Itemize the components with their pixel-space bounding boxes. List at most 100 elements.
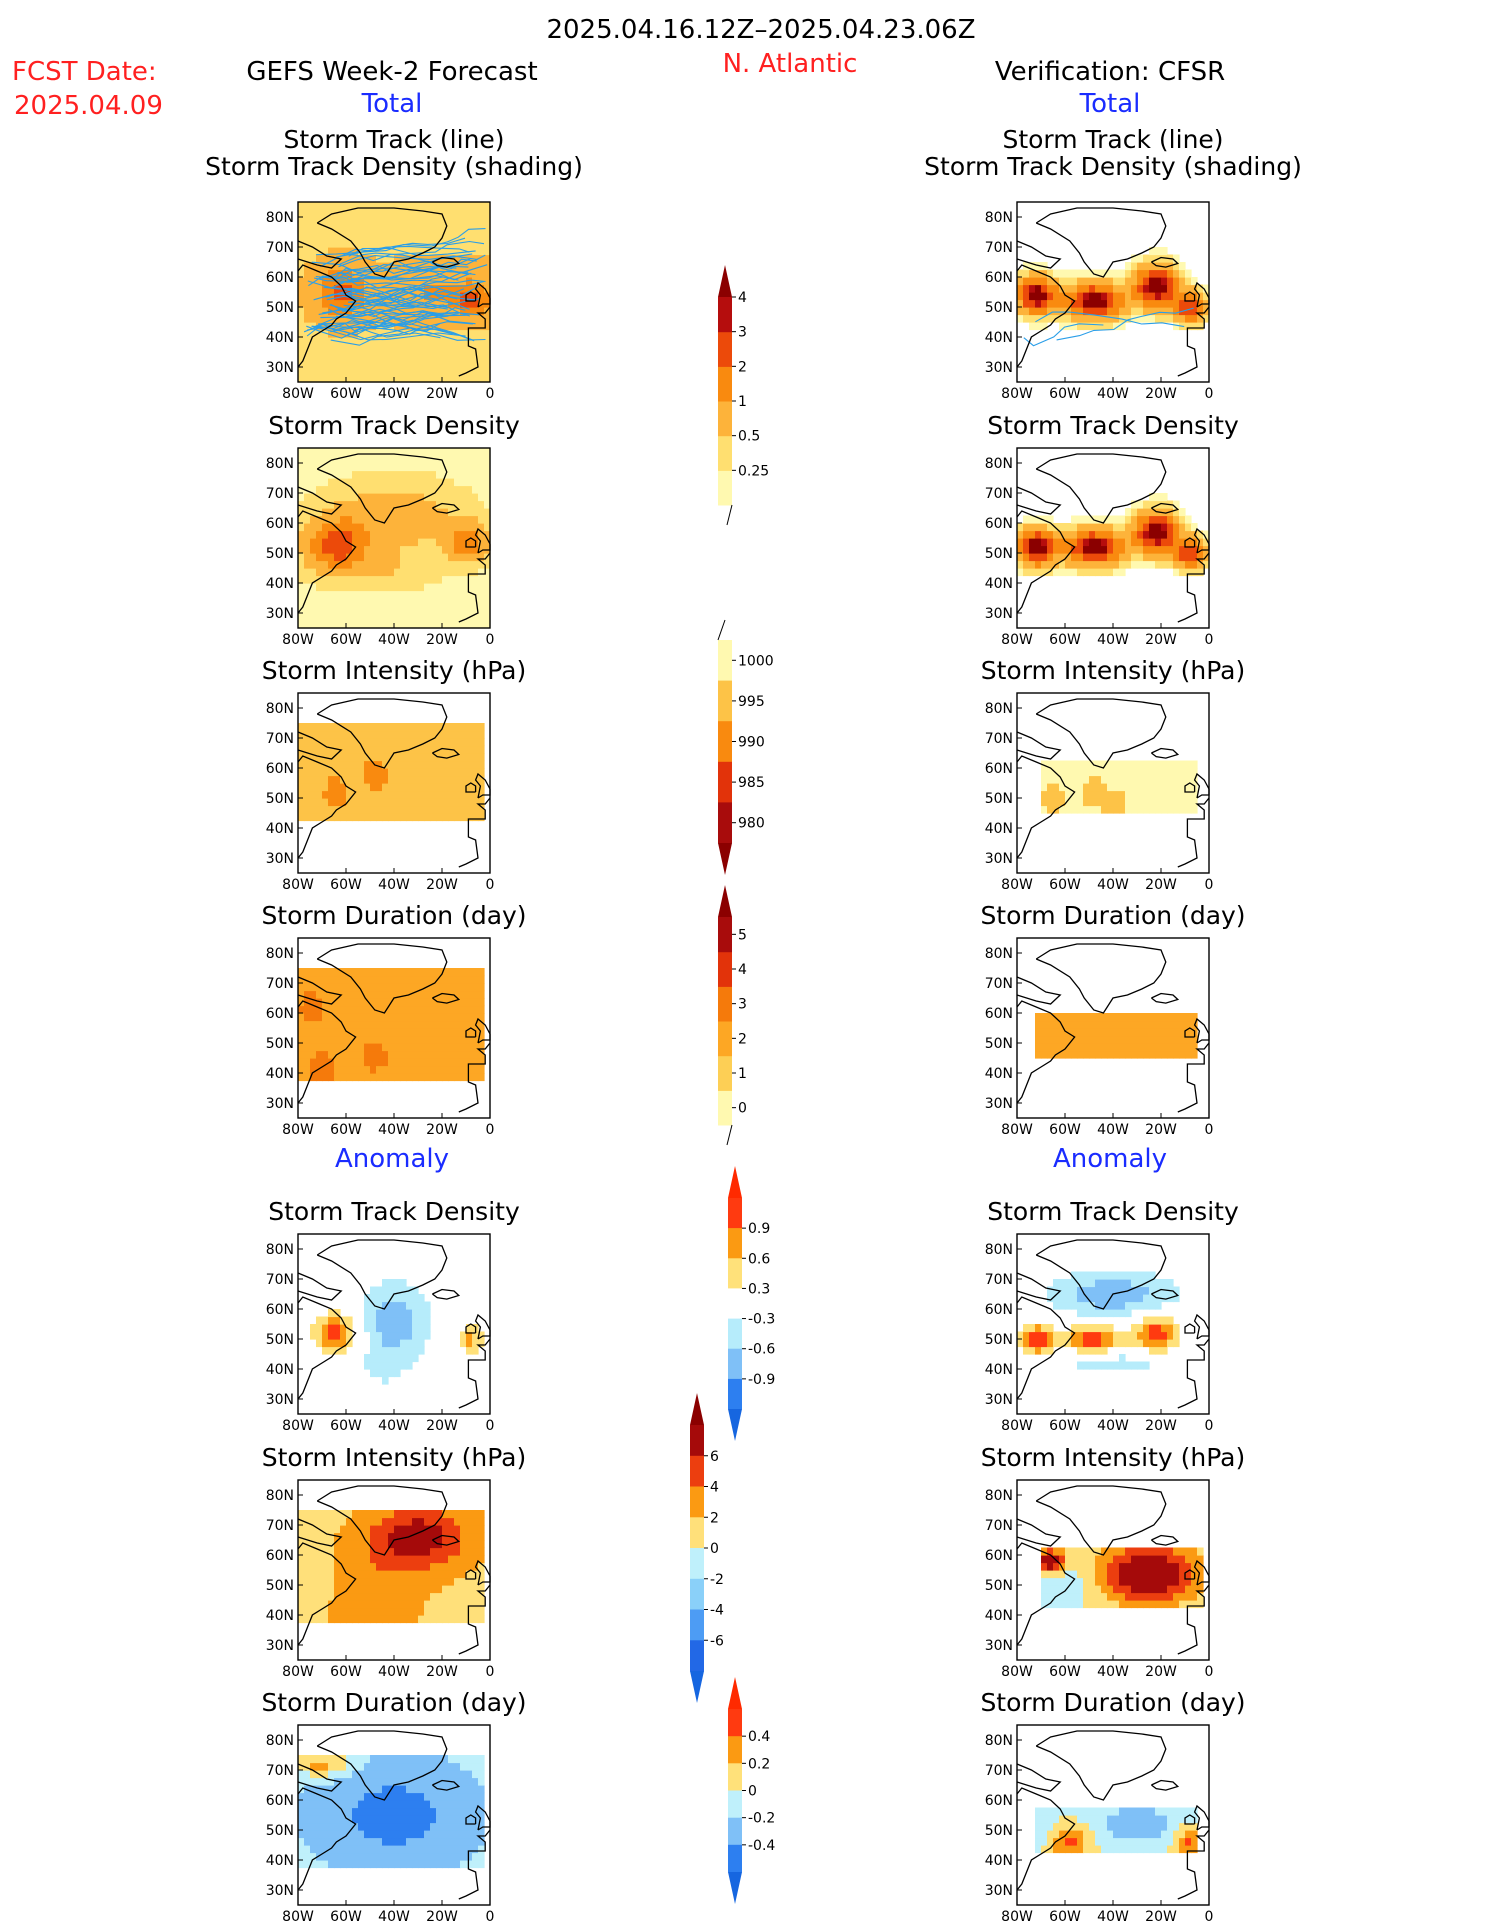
grid-cell (316, 768, 323, 777)
grid-cell (388, 224, 395, 233)
grid-cell (376, 232, 383, 241)
grid-cell (316, 1517, 323, 1526)
grid-cell (466, 798, 473, 807)
grid-cell (322, 1316, 329, 1325)
grid-cell (478, 575, 485, 584)
grid-cell (352, 448, 359, 457)
grid-cell (322, 723, 329, 732)
grid-cell (316, 538, 323, 547)
grid-cell (448, 583, 455, 592)
coastline (1193, 1017, 1210, 1044)
grid-cell (430, 745, 437, 754)
grid-cell (454, 352, 461, 361)
grid-cell (340, 1600, 347, 1609)
grid-cell (376, 202, 383, 211)
grid-cell (1149, 284, 1156, 293)
grid-cell (370, 1065, 377, 1074)
grid-cell (1065, 790, 1072, 799)
grid-cell (478, 485, 485, 494)
grid-cell (394, 1324, 401, 1333)
grid-cell (334, 1770, 341, 1779)
grid-cell (364, 1301, 371, 1310)
grid-cell (310, 209, 317, 218)
grid-cell (1149, 1346, 1156, 1355)
grid-cell (334, 1035, 341, 1044)
grid-cell (352, 998, 359, 1007)
grid-cell (382, 239, 389, 248)
grid-cell (418, 1294, 425, 1303)
grid-cell (1143, 254, 1150, 263)
grid-cell (442, 613, 449, 622)
storm-track-line (347, 286, 479, 302)
lat-tick-label: 50N (266, 300, 294, 316)
grid-cell (466, 975, 473, 984)
grid-cell (310, 1852, 317, 1861)
grid-cell (334, 1807, 341, 1816)
grid-cell (460, 314, 467, 323)
grid-cell (1155, 284, 1162, 293)
grid-cell (352, 1830, 359, 1839)
grid-cell (376, 1585, 383, 1594)
grid-cell (1047, 1555, 1054, 1564)
grid-cell (1167, 1547, 1174, 1556)
grid-cell (478, 292, 485, 301)
grid-cell (322, 1800, 329, 1809)
grid-cell (346, 239, 353, 248)
grid-cell (1155, 1562, 1162, 1571)
lat-tick-label: 50N (985, 300, 1013, 316)
grid-cell (364, 1807, 371, 1816)
grid-cell (298, 575, 305, 584)
grid-cell (1149, 277, 1156, 286)
grid-cell (436, 738, 443, 747)
grid-cell (1197, 1600, 1204, 1609)
grid-cell (1143, 269, 1150, 278)
grid-cell (364, 209, 371, 218)
grid-cell (1041, 1547, 1048, 1556)
grid-cell (376, 329, 383, 338)
grid-cell (412, 247, 419, 256)
grid-cell (454, 1555, 461, 1564)
grid-cell (454, 232, 461, 241)
grid-cell (316, 1800, 323, 1809)
grid-cell (442, 805, 449, 814)
grid-cell (370, 1517, 377, 1526)
grid-cell (304, 568, 311, 577)
grid-cell (370, 359, 377, 368)
grid-cell (1167, 523, 1174, 532)
grid-cell (352, 224, 359, 233)
grid-cell (406, 1585, 413, 1594)
grid-cell (382, 1354, 389, 1363)
grid-cell (448, 367, 455, 376)
coastline (316, 943, 448, 1014)
grid-cell (1047, 1547, 1054, 1556)
grid-cell (424, 344, 431, 353)
grid-cell (418, 344, 425, 353)
grid-cell (418, 760, 425, 769)
grid-cell (376, 500, 383, 509)
grid-cell (346, 1562, 353, 1571)
grid-cell (328, 1555, 335, 1564)
grid-cell (382, 508, 389, 517)
grid-cell (328, 1830, 335, 1839)
grid-cell (478, 1035, 485, 1044)
grid-cell (448, 553, 455, 562)
grid-cell (382, 1324, 389, 1333)
grid-cell (1131, 1339, 1138, 1348)
grid-cell (358, 217, 365, 226)
grid-cell (400, 337, 407, 346)
grid-cell (1161, 1279, 1168, 1288)
grid-cell (376, 968, 383, 977)
grid-cell (382, 798, 389, 807)
grid-cell (340, 775, 347, 784)
grid-cell (310, 613, 317, 622)
grid-cell (1119, 322, 1126, 331)
grid-cell (334, 1800, 341, 1809)
grid-cell (1059, 1043, 1066, 1052)
grid-cell (448, 1607, 455, 1616)
grid-cell (370, 1369, 377, 1378)
grid-cell (316, 1065, 323, 1074)
grid-cell (316, 1792, 323, 1801)
grid-cell (442, 1517, 449, 1526)
grid-cell (340, 515, 347, 524)
grid-cell (394, 620, 401, 629)
